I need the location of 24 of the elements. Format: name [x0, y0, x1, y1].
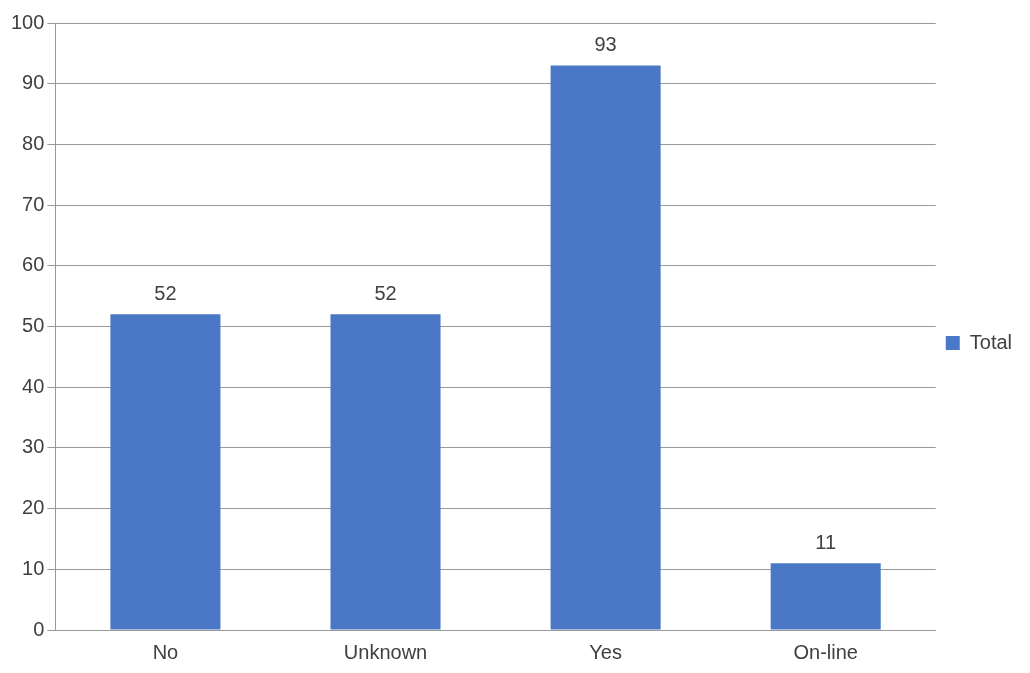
x-tick-label: Yes	[589, 640, 622, 663]
bar	[110, 314, 221, 630]
y-tick-label: 70	[22, 192, 45, 215]
y-tick-label: 60	[22, 253, 45, 276]
y-tick-label: 30	[22, 435, 45, 458]
data-label: 52	[154, 281, 177, 304]
x-tick-label: Unknown	[343, 640, 428, 663]
y-tick-label: 40	[22, 374, 45, 397]
y-tick-label: 10	[22, 556, 45, 579]
bar	[550, 65, 661, 630]
bar	[330, 314, 441, 630]
data-label: 11	[815, 530, 837, 553]
legend-label: Total	[969, 330, 1012, 353]
data-label: 52	[374, 281, 397, 304]
y-tick-label: 0	[33, 617, 45, 640]
y-tick-label: 100	[10, 10, 45, 33]
bar	[770, 563, 881, 630]
y-tick-label: 50	[22, 314, 45, 337]
x-tick-label: No	[152, 640, 179, 663]
x-tick-label: On-line	[793, 640, 858, 663]
y-tick-label: 90	[22, 71, 45, 94]
y-tick-label: 80	[22, 131, 45, 154]
y-tick-label: 20	[22, 496, 45, 519]
data-label: 93	[594, 33, 617, 56]
